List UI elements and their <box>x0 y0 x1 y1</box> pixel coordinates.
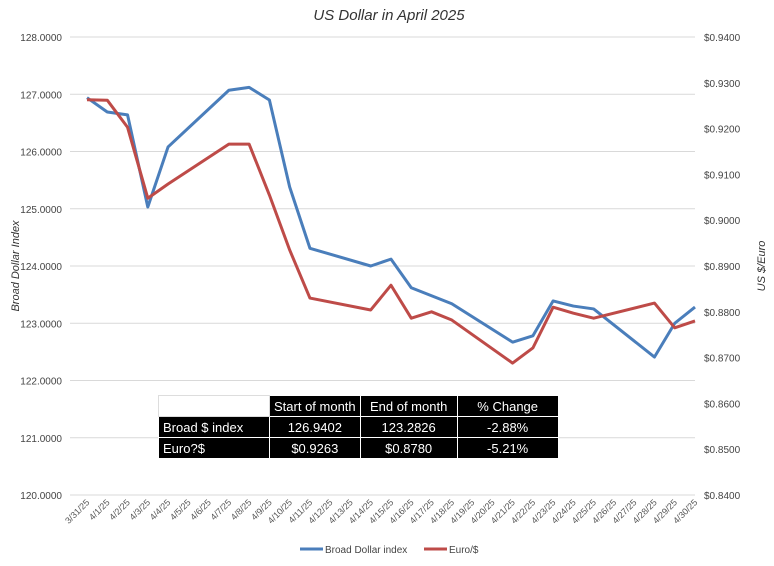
row-label: Euro?$ <box>158 437 270 459</box>
chart-title: US Dollar in April 2025 <box>313 7 465 24</box>
y2-tick-label: $0.8900 <box>704 262 741 273</box>
y2-tick-label: $0.9200 <box>704 125 741 136</box>
x-tick-label: 4/4/25 <box>148 497 173 522</box>
y-tick-label: 123.0000 <box>20 319 62 330</box>
y2-tick-label: $0.8700 <box>704 354 741 365</box>
x-tick-label: 4/2/25 <box>107 497 132 522</box>
x-tick-label: 4/5/25 <box>168 497 193 522</box>
y2-tick-label: $0.9100 <box>704 170 741 181</box>
cell-end: $0.8780 <box>359 437 458 459</box>
table-row: Euro?$ $0.9263 $0.8780 -5.21% <box>158 437 559 459</box>
x-tick-label: 4/8/25 <box>229 497 254 522</box>
y2-tick-label: $0.8500 <box>704 445 741 456</box>
table-header: End of month <box>359 395 458 417</box>
row-label: Broad $ index <box>158 416 270 438</box>
y-tick-label: 127.0000 <box>20 90 62 101</box>
y-tick-label: 128.0000 <box>20 33 62 44</box>
y2-tick-label: $0.9300 <box>704 79 741 90</box>
table-header: % Change <box>456 395 559 417</box>
summary-table: Start of month End of month % Change Bro… <box>158 395 559 459</box>
table-header-row: Start of month End of month % Change <box>158 395 559 417</box>
x-tick-label: 4/6/25 <box>188 497 213 522</box>
legend-label-euro: Euro/$ <box>449 545 479 556</box>
cell-change: -5.21% <box>456 437 559 459</box>
y2-axis-label: US $/Euro <box>756 241 768 292</box>
y-tick-label: 126.0000 <box>20 148 62 159</box>
y2-tick-label: $0.9400 <box>704 33 741 44</box>
cell-start: 126.9402 <box>269 416 361 438</box>
cell-change: -2.88% <box>456 416 559 438</box>
x-tick-label: 3/31/25 <box>63 497 91 525</box>
cell-start: $0.9263 <box>269 437 361 459</box>
y-tick-label: 124.0000 <box>20 262 62 273</box>
table-corner <box>158 395 270 417</box>
table-header: Start of month <box>269 395 361 417</box>
x-tick-label: 4/1/25 <box>87 497 112 522</box>
y-tick-label: 122.0000 <box>20 377 62 388</box>
legend: Broad Dollar index Euro/$ <box>300 545 479 556</box>
y2-tick-label: $0.8400 <box>704 491 741 502</box>
y2-tick-label: $0.8800 <box>704 308 741 319</box>
y-axis-label: Broad Dollar Index <box>10 220 22 312</box>
y-tick-label: 125.0000 <box>20 205 62 216</box>
table-row: Broad $ index 126.9402 123.2826 -2.88% <box>158 416 559 438</box>
cell-end: 123.2826 <box>359 416 458 438</box>
y2-tick-label: $0.9000 <box>704 216 741 227</box>
legend-label-broad: Broad Dollar index <box>325 545 407 556</box>
x-tick-label: 4/3/25 <box>127 497 152 522</box>
y-tick-label: 121.0000 <box>20 434 62 445</box>
x-tick-label: 4/7/25 <box>209 497 234 522</box>
y-tick-label: 120.0000 <box>20 491 62 502</box>
y2-tick-label: $0.8600 <box>704 399 741 410</box>
